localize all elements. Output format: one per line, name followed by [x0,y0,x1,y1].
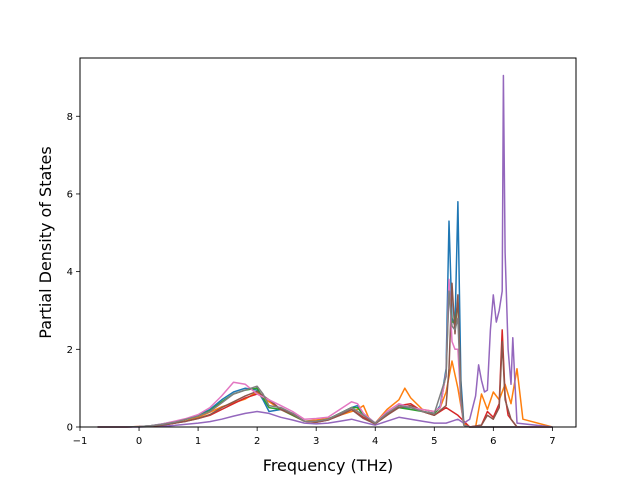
x-tick-label: 4 [372,436,378,447]
x-axis-label: Frequency (THz) [263,456,393,475]
x-tick-label: 2 [254,436,260,447]
x-tick-label: 6 [490,436,496,447]
axes-frame [79,57,577,428]
series-line-8 [97,290,553,428]
y-tick-label: 4 [67,267,73,278]
x-tick-label: 1 [195,436,201,447]
series-line-5 [97,74,553,428]
x-axis-ticks: −1 0 1 2 3 4 5 6 7 [73,427,556,447]
x-tick-label: 0 [136,436,142,447]
y-axis-ticks: 0 2 4 6 8 [67,112,80,434]
y-tick-label: 8 [67,112,73,123]
y-tick-label: 0 [67,423,73,434]
series-layer [97,74,553,428]
x-tick-label: 3 [313,436,319,447]
x-tick-label: −1 [73,436,88,447]
series-line-6 [97,282,553,428]
y-tick-label: 6 [67,189,73,200]
x-tick-label: 5 [431,436,437,447]
y-tick-label: 2 [67,345,73,356]
x-tick-label: 7 [549,436,555,447]
y-axis-label: Partial Density of States [36,146,55,338]
